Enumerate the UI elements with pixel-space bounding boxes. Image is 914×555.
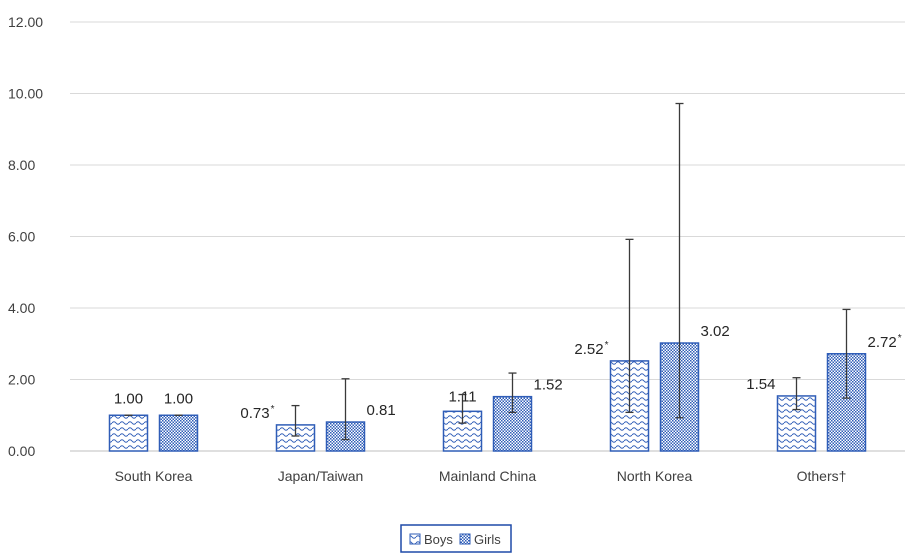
y-tick-label: 2.00 xyxy=(8,372,35,388)
significance-marker: * xyxy=(605,340,609,351)
y-tick-label: 6.00 xyxy=(8,229,35,245)
bar-boys xyxy=(776,395,817,452)
data-label-value: 2.52 xyxy=(574,341,603,358)
data-label-value: 3.02 xyxy=(701,323,730,340)
y-tick-label: 8.00 xyxy=(8,157,35,173)
x-tick-label: Japan/Taiwan xyxy=(278,468,364,484)
x-tick-label: South Korea xyxy=(115,468,193,484)
bar-girls xyxy=(158,414,199,452)
bars xyxy=(108,342,867,452)
data-label: 1.11 xyxy=(448,388,476,405)
data-label: 0.73* xyxy=(240,404,274,422)
x-tick-label: Others† xyxy=(797,468,847,484)
legend: Boys Girls xyxy=(400,524,512,553)
data-label: 2.72* xyxy=(868,333,902,351)
data-label-value: 1.00 xyxy=(164,390,193,407)
data-label: 1.00 xyxy=(164,390,193,407)
bar-boys xyxy=(108,414,149,452)
y-tick-label: 0.00 xyxy=(8,443,35,459)
legend-swatch-boys xyxy=(409,533,421,545)
y-tick-label: 4.00 xyxy=(8,300,35,316)
data-label-value: 0.81 xyxy=(367,402,396,419)
x-axis-labels: South Korea Japan/Taiwan Mainland China Nor… xyxy=(115,468,847,484)
error-bars xyxy=(124,102,851,441)
x-tick-label: Mainland China xyxy=(439,468,536,484)
significance-marker: * xyxy=(898,333,902,344)
data-label-value: 2.72 xyxy=(868,334,897,351)
gridlines xyxy=(70,21,905,452)
data-label-value: 1.11 xyxy=(448,388,476,405)
x-tick-label: North Korea xyxy=(617,468,693,484)
data-label: 1.54 xyxy=(746,376,775,393)
data-label: 1.52 xyxy=(534,377,563,394)
legend-swatch-girls xyxy=(459,533,471,545)
legend-label-boys: Boys xyxy=(424,532,453,547)
data-label-value: 0.73 xyxy=(240,405,269,422)
data-labels: 1.00 1.000.73* 0.811.111.522.52*3.021.542.… xyxy=(114,323,902,422)
data-label: 0.81 xyxy=(367,402,396,419)
data-label-value: 1.00 xyxy=(114,390,143,407)
bar-girls xyxy=(826,353,867,452)
data-label: 2.52* xyxy=(574,340,608,358)
data-label-value: 1.54 xyxy=(746,376,775,393)
y-tick-label: 10.00 xyxy=(8,86,43,102)
legend-label-girls: Girls xyxy=(474,532,501,547)
y-tick-label: 12.00 xyxy=(8,14,43,30)
data-label: 1.00 xyxy=(114,390,143,407)
y-axis-labels: 0.00 2.00 4.00 6.00 8.00 10.00 12.00 xyxy=(8,14,43,459)
significance-marker: * xyxy=(271,404,275,415)
data-label-value: 1.52 xyxy=(534,377,563,394)
data-label: 3.02 xyxy=(701,323,730,340)
